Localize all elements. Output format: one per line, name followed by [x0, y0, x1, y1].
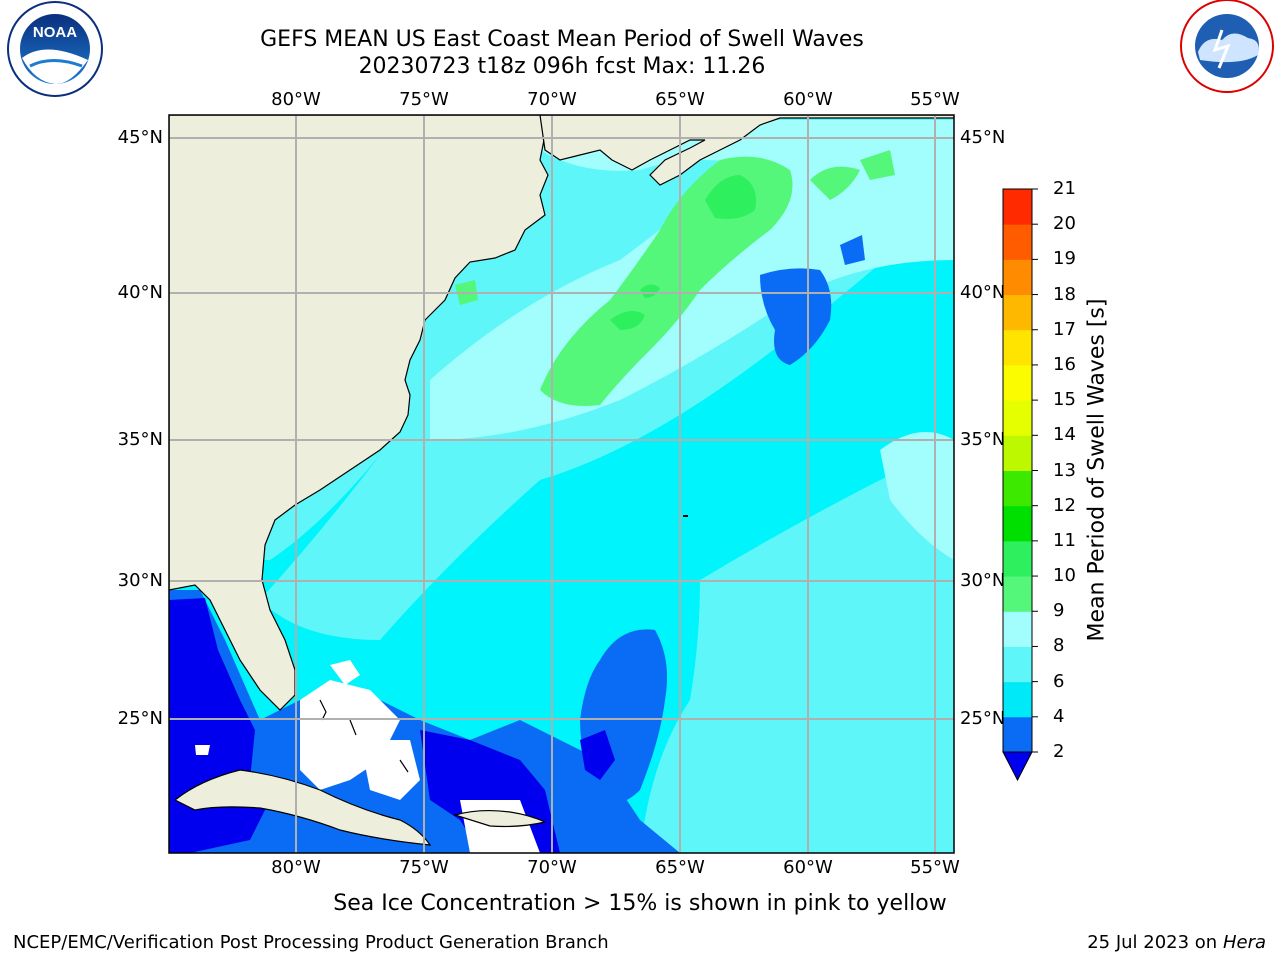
- lon-label-bottom-75w: 75°W: [399, 857, 449, 878]
- colorbar-tick-label: 10: [1053, 565, 1076, 587]
- colorbar-tick-label: 12: [1053, 494, 1076, 516]
- colorbar-segment: [1003, 400, 1032, 436]
- lat-label-right-25n: 25°N: [960, 708, 1006, 729]
- colorbar-segment: [1003, 435, 1032, 471]
- footer-branch: NCEP/EMC/Verification Post Processing Pr…: [13, 932, 609, 953]
- chart-title: GEFS MEAN US East Coast Mean Period of S…: [260, 27, 864, 52]
- colorbar-tick-label: 16: [1053, 353, 1076, 375]
- colorbar-segment: [1003, 189, 1032, 225]
- lon-label-top-80w: 80°W: [271, 89, 321, 110]
- colorbar-segment: [1003, 505, 1032, 542]
- lon-label-top-65w: 65°W: [655, 89, 705, 110]
- colorbar-tick-label: 18: [1053, 283, 1076, 305]
- lat-label-left-40n: 40°N: [117, 282, 163, 303]
- colorbar-tick-label: 11: [1053, 529, 1076, 551]
- lon-label-bottom-70w: 70°W: [527, 857, 577, 878]
- colorbar-extend-min: [1002, 751, 1033, 782]
- lat-label-right-35n: 35°N: [960, 429, 1006, 450]
- colorbar-segment: [1003, 646, 1032, 683]
- colorbar-label: Mean Period of Swell Waves [s]: [1084, 298, 1110, 642]
- lat-label-left-30n: 30°N: [117, 570, 163, 591]
- lat-label-right-45n: 45°N: [960, 127, 1006, 148]
- noaa-logo: NOAA: [7, 1, 103, 97]
- colorbar: [1002, 188, 1038, 782]
- footer-host: Hera: [1222, 932, 1266, 953]
- lon-label-top-55w: 55°W: [910, 89, 960, 110]
- colorbar-tick-label: 9: [1053, 600, 1065, 622]
- colorbar-segment: [1003, 259, 1032, 296]
- colorbar-tick-label: 13: [1053, 459, 1076, 481]
- lat-label-right-40n: 40°N: [960, 282, 1006, 303]
- colorbar-tick-label: 20: [1053, 213, 1076, 235]
- lat-label-left-45n: 45°N: [117, 127, 163, 148]
- lon-label-top-60w: 60°W: [783, 89, 833, 110]
- noaa-logo-text: NOAA: [33, 24, 77, 41]
- lon-label-bottom-65w: 65°W: [655, 857, 705, 878]
- colorbar-tick-label: 19: [1053, 248, 1076, 270]
- lon-label-bottom-55w: 55°W: [910, 857, 960, 878]
- lon-label-top-70w: 70°W: [527, 89, 577, 110]
- lat-label-left-35n: 35°N: [117, 429, 163, 450]
- colorbar-tick-label: 21: [1053, 178, 1076, 199]
- colorbar-tick-label: 2: [1053, 741, 1065, 762]
- lon-label-top-75w: 75°W: [399, 89, 449, 110]
- colorbar-segment: [1003, 470, 1032, 507]
- sea-ice-note: Sea Ice Concentration > 15% is shown in …: [333, 891, 947, 916]
- colorbar-segment: [1003, 540, 1032, 577]
- map-frame: [168, 114, 955, 854]
- colorbar-tick-label: 4: [1053, 705, 1065, 727]
- lon-label-bottom-80w: 80°W: [271, 857, 321, 878]
- colorbar-segment: [1003, 224, 1032, 260]
- colorbar-segment: [1003, 294, 1032, 331]
- colorbar-tick-label: 14: [1053, 424, 1076, 446]
- chart-subtitle: 20230723 t18z 096h fcst Max: 11.26: [358, 54, 766, 79]
- nws-logo: [1180, 0, 1274, 93]
- lat-label-left-25n: 25°N: [117, 708, 163, 729]
- lon-label-bottom-60w: 60°W: [783, 857, 833, 878]
- footer-date-text: 25 Jul 2023 on: [1087, 932, 1223, 953]
- colorbar-segment: [1003, 329, 1032, 366]
- colorbar-segment: [1003, 716, 1032, 753]
- lat-label-right-30n: 30°N: [960, 570, 1006, 591]
- colorbar-segment: [1003, 681, 1032, 718]
- map-field: [169, 115, 954, 853]
- colorbar-segment: [1003, 364, 1032, 401]
- colorbar-segment: [1003, 611, 1032, 647]
- colorbar-tick-label: 8: [1053, 635, 1065, 657]
- colorbar-tick-label: 15: [1053, 389, 1076, 411]
- footer-date: 25 Jul 2023 on Hera: [1087, 932, 1266, 953]
- colorbar-tick-label: 6: [1053, 670, 1065, 692]
- north-america-land: [169, 115, 549, 711]
- colorbar-segment: [1003, 576, 1032, 612]
- colorbar-tick-label: 17: [1053, 318, 1076, 340]
